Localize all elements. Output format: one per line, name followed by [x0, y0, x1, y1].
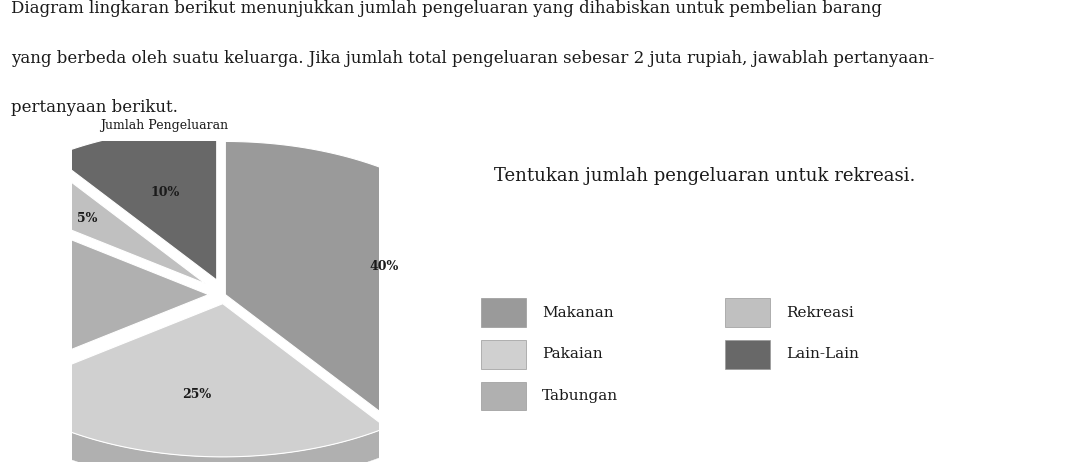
Text: 10%: 10%	[150, 186, 179, 199]
Polygon shape	[0, 204, 208, 385]
Polygon shape	[0, 304, 386, 457]
Polygon shape	[225, 141, 504, 419]
FancyBboxPatch shape	[481, 340, 526, 369]
Text: Rekreasi: Rekreasi	[787, 306, 854, 320]
FancyBboxPatch shape	[481, 298, 526, 327]
FancyBboxPatch shape	[481, 382, 526, 410]
Text: Tentukan jumlah pengeluaran untuk rekreasi.: Tentukan jumlah pengeluaran untuk rekrea…	[494, 167, 915, 185]
Polygon shape	[53, 127, 217, 280]
Text: Pakaian: Pakaian	[542, 347, 603, 361]
Text: 25%: 25%	[182, 388, 211, 401]
Polygon shape	[389, 295, 504, 446]
Text: yang berbeda oleh suatu keluarga. Jika jumlah total pengeluaran sebesar 2 juta r: yang berbeda oleh suatu keluarga. Jika j…	[11, 50, 935, 67]
FancyBboxPatch shape	[725, 298, 770, 327]
Text: Makanan: Makanan	[542, 306, 614, 320]
Text: pertanyaan berikut.: pertanyaan berikut.	[11, 99, 178, 116]
Text: Tabungan: Tabungan	[542, 389, 618, 403]
Text: Diagram lingkaran berikut menunjukkan jumlah pengeluaran yang dihabiskan untuk p: Diagram lingkaran berikut menunjukkan ju…	[11, 0, 882, 17]
Text: Jumlah Pengeluaran: Jumlah Pengeluaran	[100, 119, 229, 132]
Polygon shape	[0, 160, 206, 284]
Text: 40%: 40%	[369, 260, 399, 273]
FancyBboxPatch shape	[725, 340, 770, 369]
Polygon shape	[0, 394, 386, 471]
Text: Lain-Lain: Lain-Lain	[787, 347, 859, 361]
Text: 5%: 5%	[77, 212, 98, 225]
